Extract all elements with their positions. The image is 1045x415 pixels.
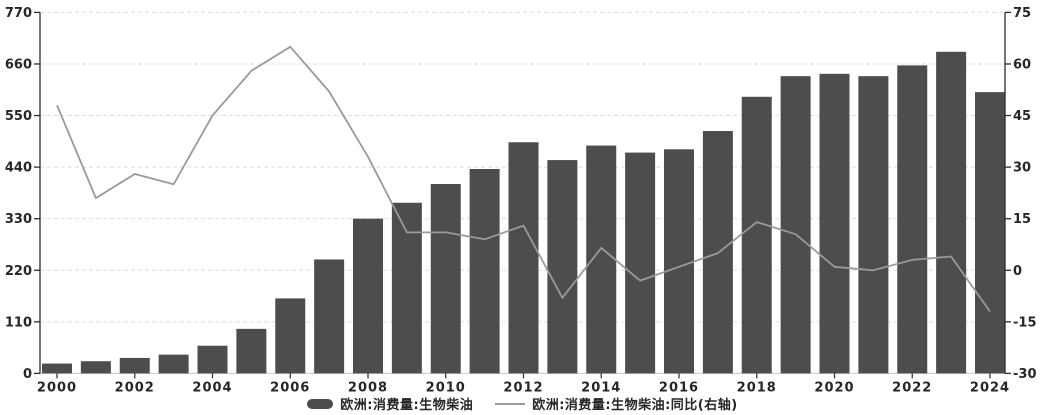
- x-axis-tick-label: 2012: [503, 380, 543, 395]
- left-axis-tick-label: 220: [5, 264, 32, 279]
- bar-2004: [197, 345, 228, 374]
- chart-legend: 欧洲:消费量:生物柴油 欧洲:消费量:生物柴油:同比(右轴): [0, 394, 1045, 413]
- x-axis-tick-label: 2018: [737, 380, 777, 395]
- right-axis-tick-label: 0: [1013, 264, 1022, 279]
- right-axis-tick-label: 45: [1013, 109, 1031, 124]
- bar-2022: [897, 65, 928, 374]
- right-axis-tick-label: 30: [1013, 161, 1031, 176]
- x-axis-tick-label: 2016: [659, 380, 699, 395]
- left-axis-tick-label: 110: [5, 315, 32, 330]
- yoy-line: [56, 45, 991, 313]
- x-axis-tick-label: 2024: [970, 380, 1010, 395]
- bar-2021: [858, 76, 889, 374]
- bar-2007: [314, 259, 345, 374]
- x-axis-tick-label: 2002: [115, 380, 155, 395]
- right-axis-tick-label: 15: [1013, 212, 1031, 227]
- legend-item-yoy: 欧洲:消费量:生物柴油:同比(右轴): [495, 394, 737, 413]
- bar-2008: [353, 218, 383, 374]
- x-axis-tick-label: 2022: [892, 380, 932, 395]
- right-axis-tick-label: -30: [1013, 367, 1037, 382]
- bar-2000: [42, 363, 72, 374]
- right-axis-tick-label: -15: [1013, 315, 1037, 330]
- right-axis-tick-label: 60: [1013, 57, 1031, 72]
- left-axis-tick-label: 0: [23, 367, 32, 382]
- bar-2024: [975, 92, 1005, 374]
- line-series-swatch-icon: [495, 402, 526, 405]
- x-axis-tick-label: 2010: [426, 380, 466, 395]
- left-axis-tick-label: 440: [5, 161, 32, 176]
- bar-2014: [586, 145, 617, 374]
- bar-2023: [936, 51, 967, 374]
- left-axis-tick-label: 660: [5, 57, 32, 72]
- bar-2010: [430, 183, 461, 374]
- legend-item-consumption: 欧洲:消费量:生物柴油: [307, 394, 473, 413]
- bar-2009: [391, 202, 422, 374]
- bar-2015: [625, 152, 656, 374]
- x-axis-tick-label: 2020: [814, 380, 854, 395]
- left-axis-tick-label: 550: [5, 109, 32, 124]
- bar-2019: [780, 76, 811, 374]
- x-axis-tick-label: 2004: [192, 380, 232, 395]
- x-axis-tick-label: 2008: [348, 380, 388, 395]
- legend-label-consumption: 欧洲:消费量:生物柴油: [340, 398, 474, 413]
- x-axis-tick-label: 2000: [37, 380, 77, 395]
- bar-2002: [119, 357, 150, 374]
- bar-2012: [508, 142, 539, 374]
- bar-2011: [469, 168, 500, 374]
- bar-2013: [547, 160, 578, 374]
- left-axis-tick-label: 330: [5, 212, 32, 227]
- x-axis-tick-label: 2014: [581, 380, 621, 395]
- bar-2005: [236, 328, 267, 374]
- bar-2018: [741, 96, 772, 374]
- right-axis-tick-label: 75: [1013, 6, 1031, 21]
- bar-2006: [275, 298, 306, 374]
- bar-series-swatch-icon: [307, 398, 334, 409]
- bar-2001: [80, 361, 111, 374]
- left-axis-tick-label: 770: [5, 6, 32, 21]
- bar-2003: [158, 354, 189, 374]
- legend-label-yoy: 欧洲:消费量:生物柴油:同比(右轴): [532, 398, 738, 413]
- bar-2016: [664, 149, 694, 374]
- bar-2020: [819, 73, 850, 374]
- x-axis-tick-label: 2006: [270, 380, 310, 395]
